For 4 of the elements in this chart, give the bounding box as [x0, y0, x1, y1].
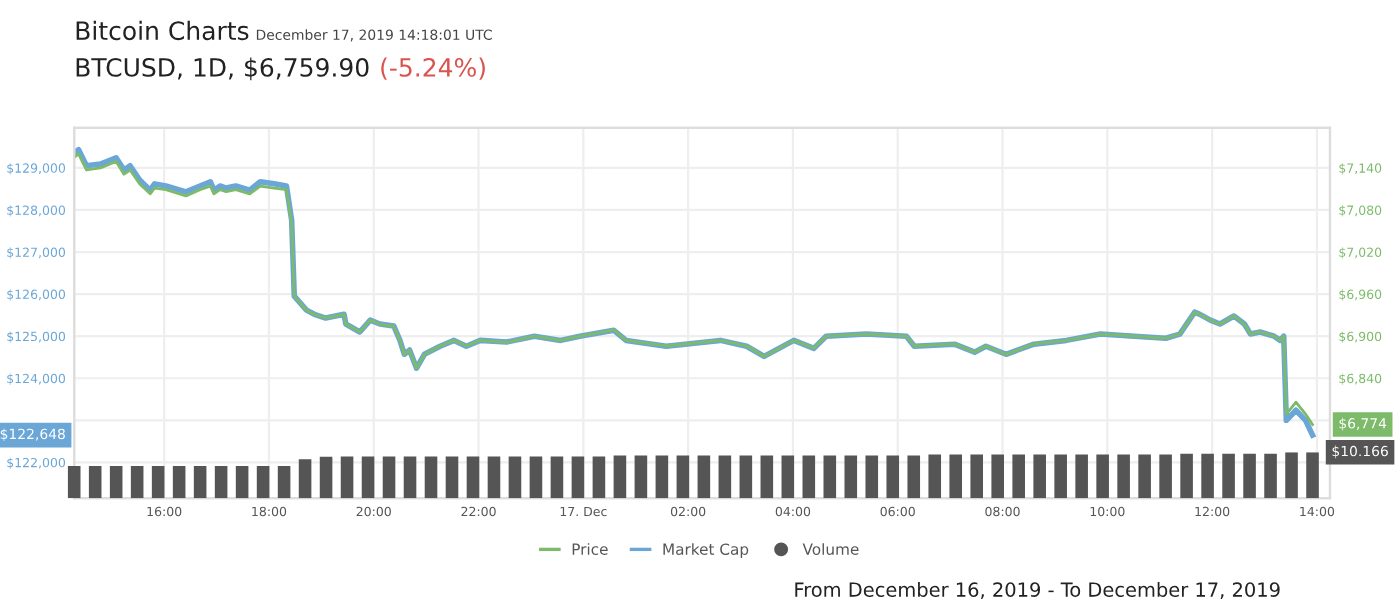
chart-title: Bitcoin Charts: [76, 20, 249, 41]
text: From December 16, 2019 - To December 17, 2019: [795, 581, 1280, 599]
text: (-5.24%): [381, 57, 485, 80]
text: BTCUSD, 1D, $6,759.90: [76, 57, 369, 81]
